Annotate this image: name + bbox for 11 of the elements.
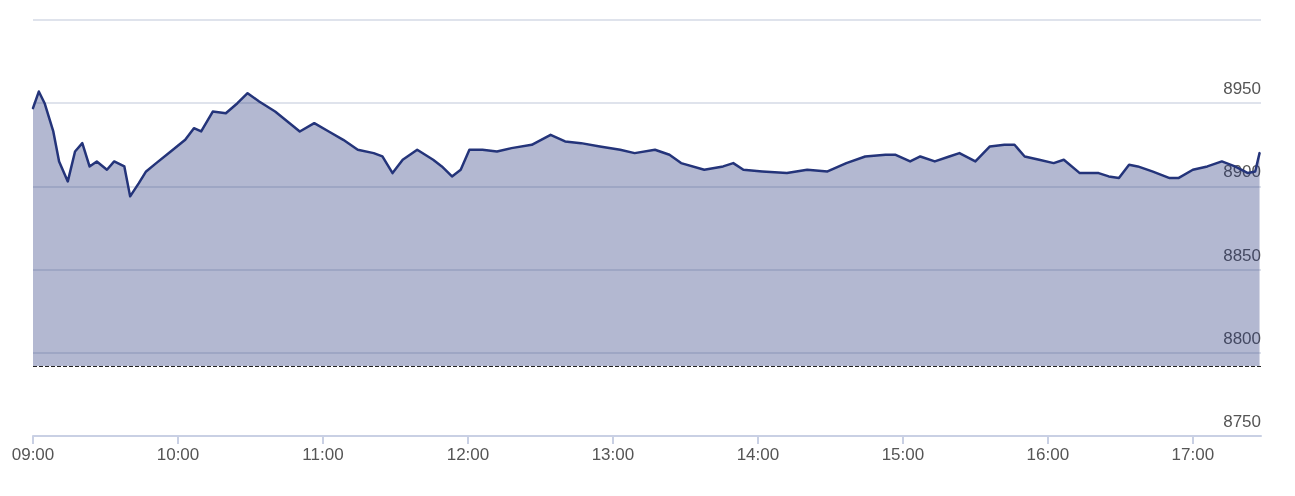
x-tick-label: 17:00: [1171, 445, 1215, 464]
x-tick-label: 16:00: [1026, 445, 1070, 464]
x-tick-label: 15:00: [881, 445, 925, 464]
x-tick-label: 12:00: [446, 445, 490, 464]
x-tick-label: 11:00: [302, 445, 344, 464]
y-tick-label: 8950: [1223, 79, 1261, 99]
x-tick-label: 14:00: [736, 445, 780, 464]
y-tick-label: 8750: [1223, 412, 1261, 431]
x-tick-label: 10:00: [156, 445, 200, 464]
x-tick-label: 13:00: [591, 445, 635, 464]
x-tick-label: 09:00: [11, 445, 55, 464]
